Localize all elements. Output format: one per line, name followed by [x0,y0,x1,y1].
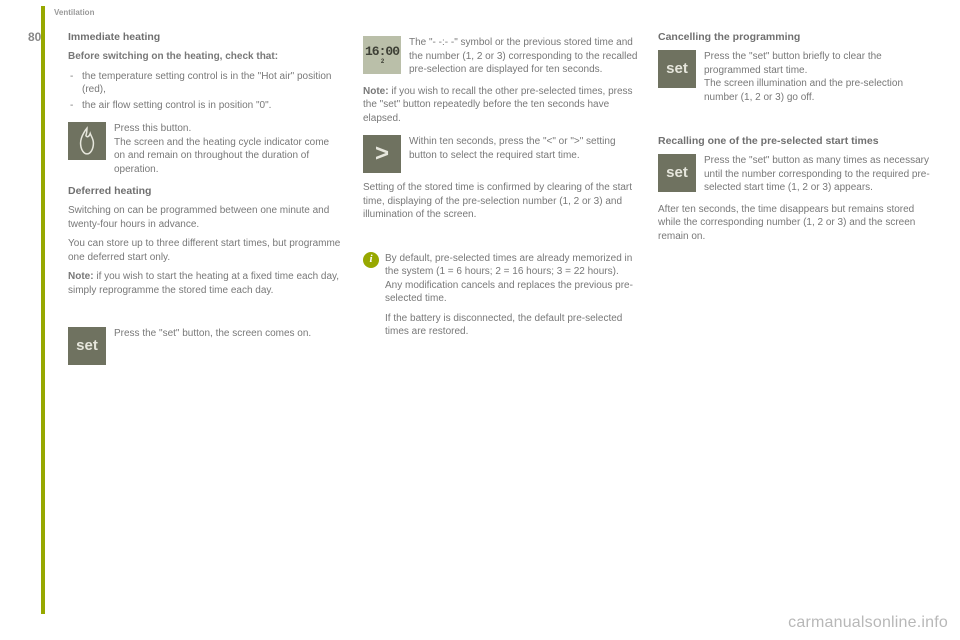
icon-row-arrow: > Within ten seconds, press the "<" or "… [363,135,638,173]
cancel-text: Press the "set" button briefly to clear … [704,50,933,104]
icon-row-lcd: 16:00 2 The "- -:- -" symbol or the prev… [363,36,638,77]
info-text: By default, pre-selected times are alrea… [385,252,638,345]
intro-line: Before switching on the heating, check t… [68,50,343,64]
set-button-icon: set [68,327,106,365]
body-text: You can store up to three different star… [68,237,343,264]
column-3: Cancelling the programming set Press the… [658,30,933,373]
set-button-icon: set [658,50,696,88]
flame-icon [68,122,106,160]
lcd-preselect: 2 [381,59,384,65]
info-p2: If the battery is disconnected, the defa… [385,312,638,339]
body-note: Note: if you wish to recall the other pr… [363,85,638,126]
lcd-time: 16:00 [365,45,399,58]
set-label: set [76,336,98,356]
check-list: the temperature setting control is in th… [68,70,343,113]
body-note: Note: if you wish to start the heating a… [68,270,343,297]
icon-row-set-cancel: set Press the "set" button briefly to cl… [658,50,933,104]
info-p1: By default, pre-selected times are alrea… [385,252,638,306]
arrow-text: Within ten seconds, press the "<" or ">"… [409,135,638,162]
note-text: if you wish to recall the other pre-sele… [363,86,633,124]
info-icon: i [363,252,379,268]
content-columns: Immediate heating Before switching on th… [68,30,933,373]
set-label: set [666,163,688,183]
section-header: Ventilation [54,8,94,17]
icon-row-set-1: set Press the "set" button, the screen c… [68,327,343,365]
set-button-icon: set [658,154,696,192]
lcd-display-icon: 16:00 2 [363,36,401,74]
arrow-label: > [375,138,389,170]
note-text: if you wish to start the heating at a fi… [68,271,339,296]
flame-text: Press this button.The screen and the hea… [114,122,343,176]
body-text: Setting of the stored time is confirmed … [363,181,638,222]
icon-row-flame: Press this button.The screen and the hea… [68,122,343,176]
body-text: After ten seconds, the time disappears b… [658,203,933,244]
heading-deferred: Deferred heating [68,184,343,198]
set-label: set [666,59,688,79]
body-text: Switching on can be programmed between o… [68,204,343,231]
watermark: carmanualsonline.info [788,614,948,632]
arrow-forward-icon: > [363,135,401,173]
list-item: the temperature setting control is in th… [68,70,343,97]
lcd-text: The "- -:- -" symbol or the previous sto… [409,36,638,77]
list-item: the air flow setting control is in posit… [68,99,343,113]
icon-row-set-recall: set Press the "set" button as many times… [658,154,933,195]
column-2: 16:00 2 The "- -:- -" symbol or the prev… [363,30,638,373]
info-row: i By default, pre-selected times are alr… [363,252,638,345]
heading-recall: Recalling one of the pre-selected start … [658,134,933,148]
heading-cancel: Cancelling the programming [658,30,933,44]
heading-immediate: Immediate heating [68,30,343,44]
recall-text: Press the "set" button as many times as … [704,154,933,195]
column-1: Immediate heating Before switching on th… [68,30,343,373]
set-text: Press the "set" button, the screen comes… [114,327,343,341]
page-number: 80 [28,30,48,44]
section-accent-bar [41,6,45,614]
